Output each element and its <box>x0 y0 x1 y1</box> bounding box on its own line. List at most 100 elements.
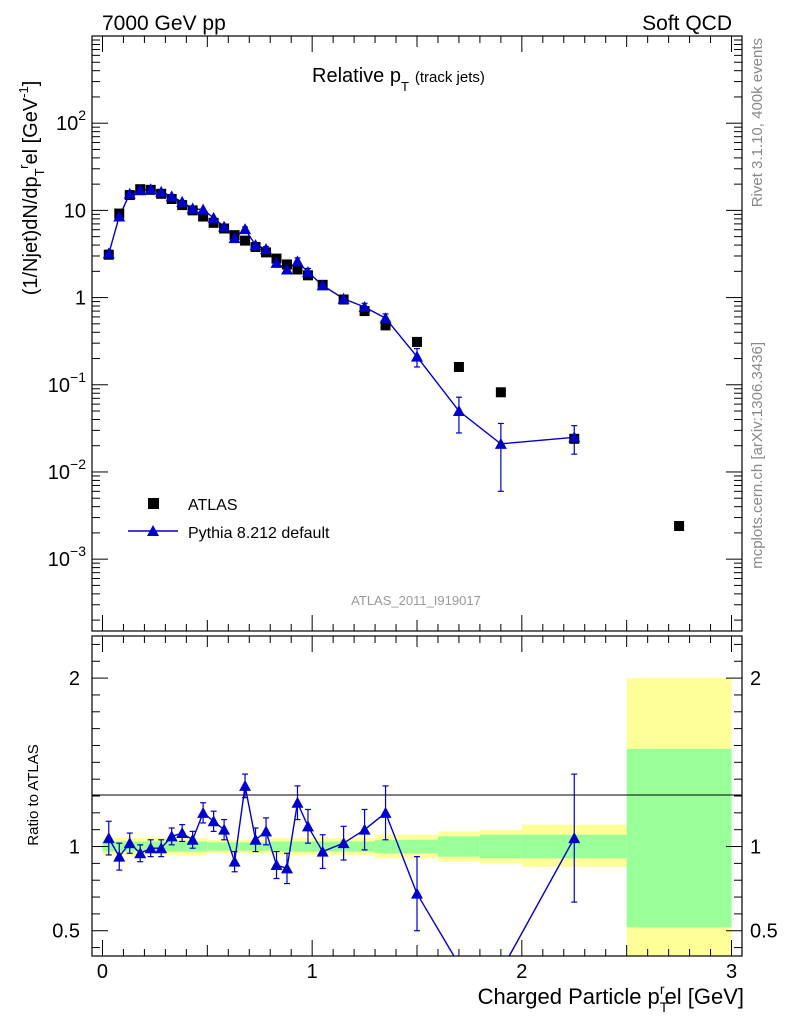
mc-point <box>113 210 126 222</box>
main-ytick-exp: 2 <box>78 107 86 123</box>
ratio-mc-point <box>301 820 314 832</box>
ratio-mc-segment <box>233 785 246 862</box>
side-label-bottom: mcplots.cern.ch [arXiv:1306.3436] <box>749 342 766 569</box>
ratio-mc-line <box>108 785 575 957</box>
main-ytick-exp: −2 <box>70 456 86 472</box>
ratio-mc-point <box>207 815 220 827</box>
ratio-band-inner <box>207 842 271 851</box>
main-ytick-base: 1 <box>75 288 86 310</box>
legend-marker-atlas <box>148 498 159 509</box>
ratio-mc-point <box>260 825 273 837</box>
mc-point <box>186 202 199 214</box>
ratio-mc-point <box>113 850 126 862</box>
ratio-xlabel: Charged Particle pTrel [GeV] <box>478 981 744 1015</box>
ratio-band-inner <box>437 836 480 857</box>
main-frame <box>91 35 743 632</box>
ratio-mc-point <box>281 862 293 874</box>
mc-point <box>281 263 293 275</box>
main-ytick-base: 10 <box>48 462 70 484</box>
main-ylabel-a: (1/Njet)dN/dp <box>20 176 42 295</box>
mc-point <box>260 243 273 255</box>
plot-title: Relative pT (track jets) <box>312 65 485 94</box>
ratio-mc-point <box>197 806 210 818</box>
ratio-mc-segment <box>265 831 278 866</box>
ratio-mc-point <box>134 847 147 859</box>
legend-label-atlas: ATLAS <box>188 497 238 514</box>
data-points <box>103 184 685 532</box>
ratio-xtick-labels: 0 1 2 3 <box>97 961 737 983</box>
main-ylabel-b: el [GeV <box>20 97 42 164</box>
ratio-mc-point <box>123 837 136 849</box>
ratio-xtick-label: 2 <box>516 961 527 983</box>
mc-point <box>358 300 371 312</box>
ratio-mc-segment <box>244 785 257 840</box>
main-ylabel: (1/Njet)dN/dpTrel [GeV-1] <box>16 81 47 296</box>
ratio-mc-point <box>228 855 241 867</box>
mc-point <box>301 266 314 278</box>
ratio-axis-ticks <box>92 636 742 956</box>
mc-point <box>239 223 252 235</box>
main-ytick-label: 10 <box>64 200 86 222</box>
mc-point <box>218 220 231 232</box>
mc-point <box>123 187 136 199</box>
header-right: Soft QCD <box>642 12 732 35</box>
mc-line-path <box>108 188 575 445</box>
mc-point <box>144 183 157 195</box>
ratio-ytick-label-left: 2 <box>69 668 80 690</box>
atlas-point <box>240 235 251 246</box>
ratio-ytick-label-left: 1 <box>69 837 80 859</box>
ratio-mc-point <box>379 806 392 818</box>
mc-line <box>108 188 575 445</box>
mc-point <box>134 184 147 196</box>
mc-point <box>494 437 507 449</box>
ratio-mc-point <box>155 842 168 854</box>
ratio-mc-point <box>186 833 199 845</box>
ratio-xlabel-sup: r <box>660 981 665 997</box>
main-ytick-base: 10 <box>64 200 86 222</box>
mc-point <box>291 255 304 267</box>
mc-point <box>197 203 210 215</box>
ratio-mc-segment <box>416 893 455 957</box>
atlas-point <box>453 361 464 372</box>
main-ytick-label: 1 <box>75 288 86 310</box>
mc-point <box>337 292 350 304</box>
ratio-xlabel-a: Charged Particle p <box>478 984 660 1009</box>
mc-point <box>207 211 220 223</box>
mc-point <box>452 405 465 417</box>
ratio-frame <box>91 635 743 957</box>
ratio-mc-point <box>176 827 189 839</box>
mc-point <box>165 190 178 202</box>
mc-point <box>379 312 392 324</box>
mc-point <box>316 279 329 291</box>
ratio-mc-point <box>291 796 304 808</box>
ratio-band-inner <box>479 834 522 859</box>
ratio-ytick-label-right: 1 <box>750 837 761 859</box>
ratio-band-inner <box>375 839 438 854</box>
ratio-mc-point <box>144 842 157 854</box>
ratio-xlabel-sub: T <box>660 999 669 1015</box>
plot-title-sub: T <box>401 79 409 94</box>
ratio-mc-segment <box>286 802 299 869</box>
main-ylabel-sup: r <box>16 164 31 169</box>
ratio-band-inner <box>144 841 208 852</box>
ratio-mc-point <box>218 823 231 835</box>
mc-point <box>228 232 241 244</box>
main-ytick-label: 102 <box>56 107 86 135</box>
main-ylabel-c: ] <box>20 81 42 87</box>
ratio-ylabel: Ratio to ATLAS <box>25 744 42 845</box>
ratio-mc-point <box>411 887 423 899</box>
main-ytick-label: 10−2 <box>48 456 86 484</box>
legend: ATLAS Pythia 8.212 default <box>128 497 330 542</box>
mc-point <box>155 185 168 197</box>
ratio-mc-point <box>239 779 252 791</box>
main-ytick-exp: −1 <box>70 369 86 385</box>
ratio-mc-segment <box>508 837 575 957</box>
main-ytick-base: 10 <box>48 375 70 397</box>
ratio-ytick-labels: 0.5 0.5 1 1 2 2 <box>52 668 778 943</box>
ratio-mc-point <box>337 837 350 849</box>
ratio-panel: Ratio to ATLAS 0.5 0.5 1 1 2 2 0 1 2 3 Charged P… <box>25 635 778 1015</box>
plot-title-extra: (track jets) <box>415 69 485 86</box>
ratio-xtick-label: 1 <box>307 961 318 983</box>
